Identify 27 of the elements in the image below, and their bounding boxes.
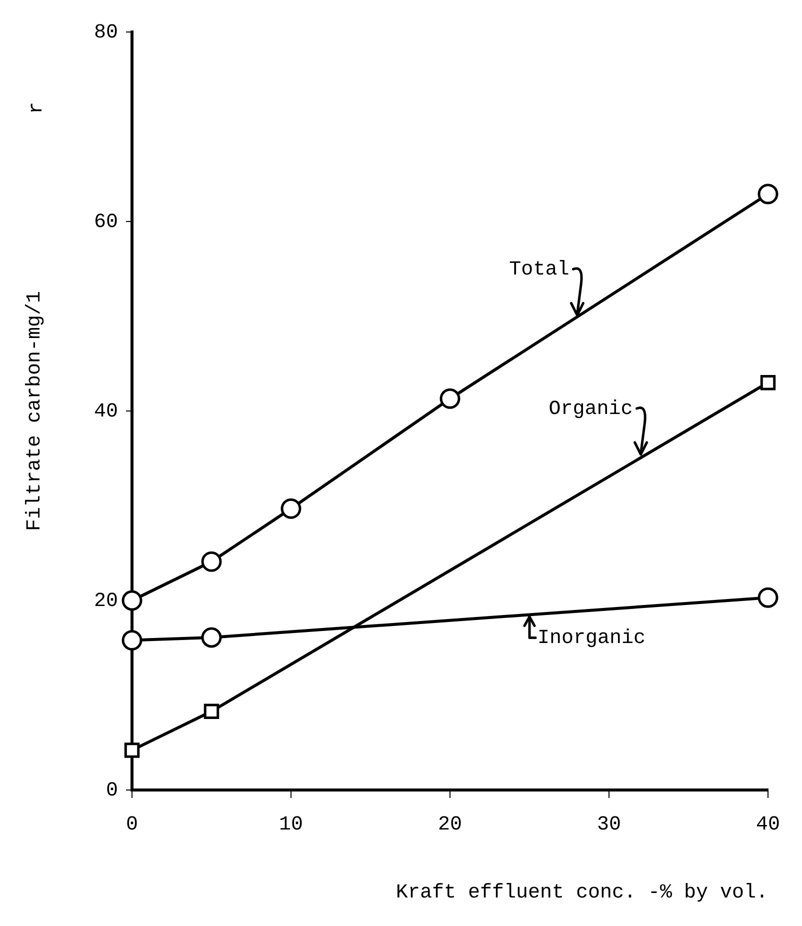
x-tick-label: 30	[596, 813, 622, 836]
x-axis-title: Kraft effluent conc. -% by vol.	[396, 881, 768, 904]
point	[122, 590, 142, 611]
annotation: Inorganic	[538, 627, 646, 650]
point	[201, 627, 222, 648]
y-tick-label: 20	[94, 590, 118, 613]
y-tick-label: 0	[106, 779, 118, 802]
point	[758, 587, 778, 608]
point	[124, 742, 140, 758]
point	[760, 374, 776, 390]
point	[204, 704, 220, 719]
point	[758, 184, 778, 204]
annotation: Total	[509, 258, 570, 282]
point	[280, 498, 302, 519]
text: r	[25, 102, 48, 114]
point	[122, 630, 142, 651]
x-tick-label: 0	[126, 813, 138, 836]
point	[201, 551, 222, 572]
annotation: Organic	[548, 398, 633, 421]
y-tick-label: 40	[94, 400, 118, 424]
point	[440, 388, 460, 409]
y-axis-title: Filtrate carbon-mg/1	[23, 290, 46, 532]
x-tick-label: 20	[438, 813, 462, 836]
y-tick-label: 80	[94, 21, 118, 44]
x-tick-label: 10	[278, 813, 304, 836]
y-tick-label: 60	[94, 210, 118, 234]
x-tick-label: 40	[756, 813, 780, 836]
